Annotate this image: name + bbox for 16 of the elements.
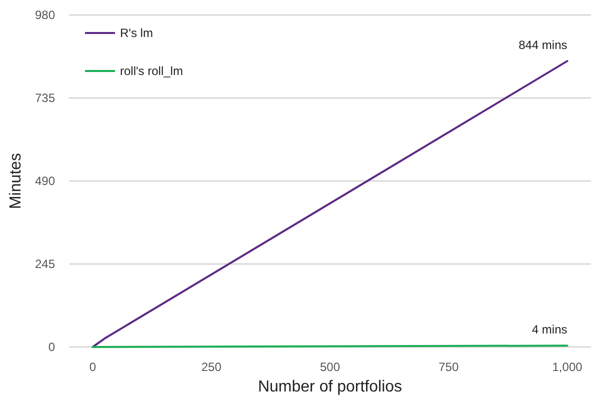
- x-tick-label: 750: [438, 360, 459, 374]
- x-axis-title: Number of portfolios: [258, 378, 402, 396]
- annotation: 844 mins: [518, 38, 568, 52]
- y-tick-label: 490: [34, 174, 56, 188]
- y-axis-title: Minutes: [8, 152, 24, 210]
- y-tick-label: 245: [34, 257, 56, 271]
- x-tick-label: 250: [201, 360, 222, 374]
- x-tick-label: 500: [320, 360, 340, 374]
- x-tick-label: 1,000: [552, 360, 583, 374]
- legend-label: R's lm: [120, 26, 153, 40]
- y-tick-label: 980: [34, 8, 56, 22]
- annotation: 4 mins: [532, 322, 568, 337]
- x-tick-label: 0: [89, 360, 96, 374]
- y-tick-label: 0: [48, 340, 56, 354]
- y-tick-label: 735: [34, 91, 56, 105]
- legend-label: roll's roll_lm: [120, 64, 183, 78]
